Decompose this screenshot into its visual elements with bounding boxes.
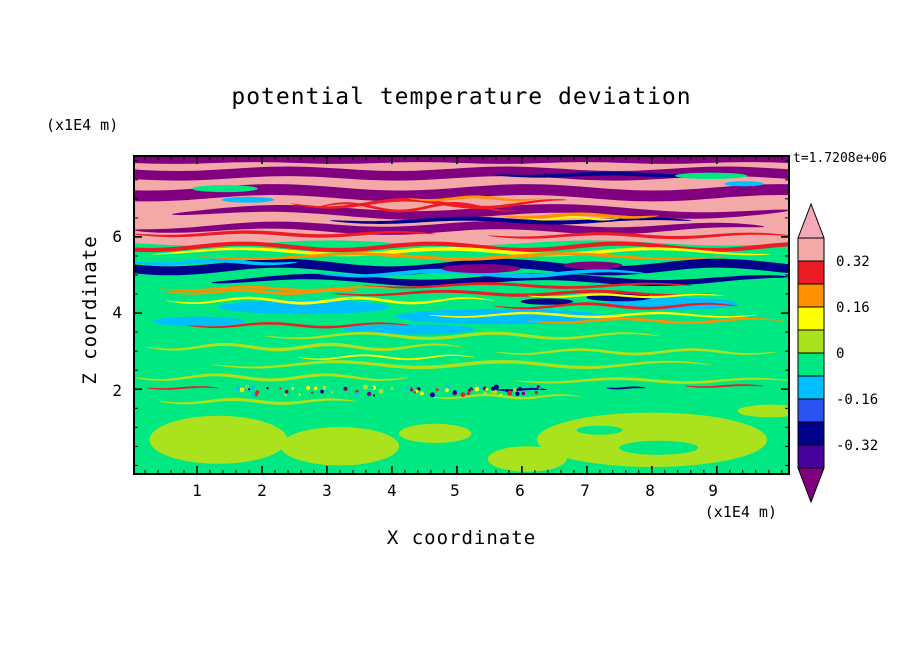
colorbar: 0.32 0.16 0 -0.16 -0.32 [797, 202, 878, 504]
z-tick-label: 6 [112, 226, 122, 246]
colorbar-label: 0 [836, 346, 844, 362]
colorbar-label: 0.16 [836, 300, 870, 316]
z-tick-label: 4 [112, 303, 122, 323]
x-tick-label: 8 [645, 481, 655, 500]
plot-title: potential temperature deviation [231, 84, 692, 110]
z-axis-units-label: (x1E4 m) [46, 116, 119, 134]
x-tick-label: 1 [192, 481, 202, 500]
colorbar-label: 0.32 [836, 254, 870, 270]
x-axis-units-label: (x1E4 m) [704, 503, 777, 521]
x-tick-label: 4 [387, 481, 397, 500]
contour-field-plot [133, 155, 790, 475]
z-tick-label: 2 [112, 381, 122, 401]
x-tick-label: 9 [708, 481, 718, 500]
x-tick-label: 2 [257, 481, 267, 500]
x-axis-title: X coordinate [386, 527, 537, 549]
x-tick-label: 7 [580, 481, 590, 500]
x-tick-label: 5 [450, 481, 460, 500]
colorbar-label: -0.16 [836, 392, 878, 408]
colorbar-label: -0.32 [836, 438, 878, 454]
x-tick-label: 6 [515, 481, 525, 500]
time-annotation: t=1.7208e+06 [793, 151, 887, 166]
x-tick-label: 3 [322, 481, 332, 500]
